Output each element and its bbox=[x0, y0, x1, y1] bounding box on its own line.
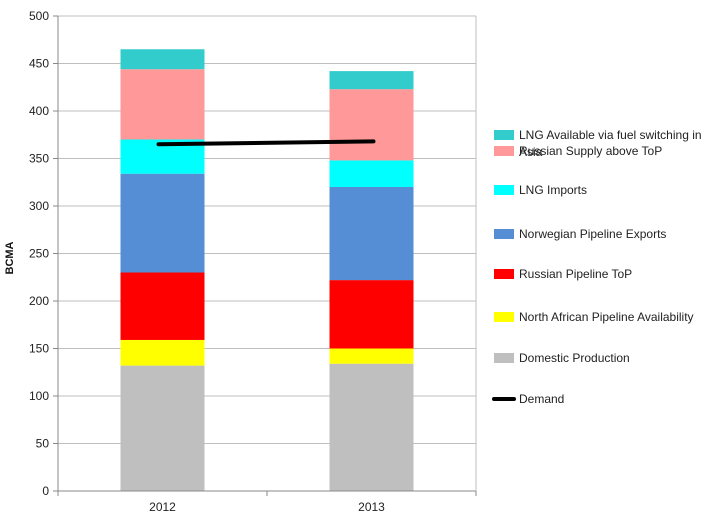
y-tick-label-200: 200 bbox=[29, 294, 49, 308]
legend-label-russian-pipeline-top: Russian Pipeline ToP bbox=[519, 267, 632, 281]
legend-label-demand: Demand bbox=[519, 392, 564, 406]
bar-2012-russian-supply-above-top bbox=[120, 69, 205, 140]
bar-2012-domestic-production bbox=[120, 365, 205, 491]
demand-line-series bbox=[156, 139, 376, 147]
legend-swatch-north-african-pipeline bbox=[494, 312, 514, 322]
bar-2013-norwegian-pipeline-exports bbox=[329, 187, 414, 281]
bar-2012-lng-available-via-fuel-switching-in-asia bbox=[120, 49, 205, 70]
bar-2013-lng-imports bbox=[329, 160, 414, 187]
bar-2012-norwegian-pipeline-exports bbox=[120, 173, 205, 273]
legend-label-north-african-pipeline: North African Pipeline Availability bbox=[519, 310, 694, 324]
legend-swatch-russian-above-top bbox=[494, 146, 514, 156]
legend-swatch-lng-imports bbox=[494, 185, 514, 195]
legend-label-norwegian-pipeline: Norwegian Pipeline Exports bbox=[519, 227, 666, 241]
x-tick-label-2013: 2013 bbox=[358, 500, 385, 514]
legend-label-lng-fuel-switching: LNG Available via fuel switching in bbox=[519, 128, 702, 142]
legend-swatch-domestic-production bbox=[494, 353, 514, 363]
bar-2013-domestic-production bbox=[329, 363, 414, 491]
bar-2013-russian-pipeline-top bbox=[329, 280, 414, 349]
y-tick-label-450: 450 bbox=[29, 57, 49, 71]
legend-swatch-russian-pipeline-top bbox=[494, 269, 514, 279]
legend: LNG Available via fuel switching inAsiaR… bbox=[492, 128, 702, 406]
y-tick-label-400: 400 bbox=[29, 104, 49, 118]
bar-2012-north-african-pipeline-availability bbox=[120, 339, 205, 366]
bar-2013-russian-supply-above-top bbox=[329, 89, 414, 161]
bar-2013-lng-available-via-fuel-switching-in-asia bbox=[329, 71, 414, 90]
x-tick-label-2012: 2012 bbox=[149, 500, 176, 514]
legend-label-lng-imports: LNG Imports bbox=[519, 183, 587, 197]
y-tick-label-300: 300 bbox=[29, 199, 49, 213]
bar-2013-north-african-pipeline-availability bbox=[329, 348, 414, 364]
y-tick-label-350: 350 bbox=[29, 152, 49, 166]
y-tick-label-150: 150 bbox=[29, 342, 49, 356]
legend-label-domestic-production: Domestic Production bbox=[519, 351, 630, 365]
bar-2012-russian-pipeline-top bbox=[120, 272, 205, 340]
legend-swatch-lng-fuel-switching bbox=[494, 130, 514, 140]
y-tick-label-250: 250 bbox=[29, 247, 49, 261]
y-tick-label-50: 50 bbox=[36, 437, 50, 451]
y-tick-label-500: 500 bbox=[29, 9, 49, 23]
axes: 0 50 100 150 200 250 300 350 400 450 500 2012 2013 bbox=[29, 9, 477, 514]
demand-line bbox=[156, 139, 376, 147]
legend-label-lng-fuel-switching-line2: Asia bbox=[519, 145, 543, 159]
legend-label-russian-above-top: Russian Supply above ToP bbox=[519, 144, 662, 158]
legend-swatch-norwegian-pipeline bbox=[494, 229, 514, 239]
y-axis-label: BCMA bbox=[4, 241, 16, 274]
y-tick-label-100: 100 bbox=[29, 389, 49, 403]
y-tick-label-0: 0 bbox=[42, 484, 49, 498]
bars bbox=[120, 49, 414, 491]
